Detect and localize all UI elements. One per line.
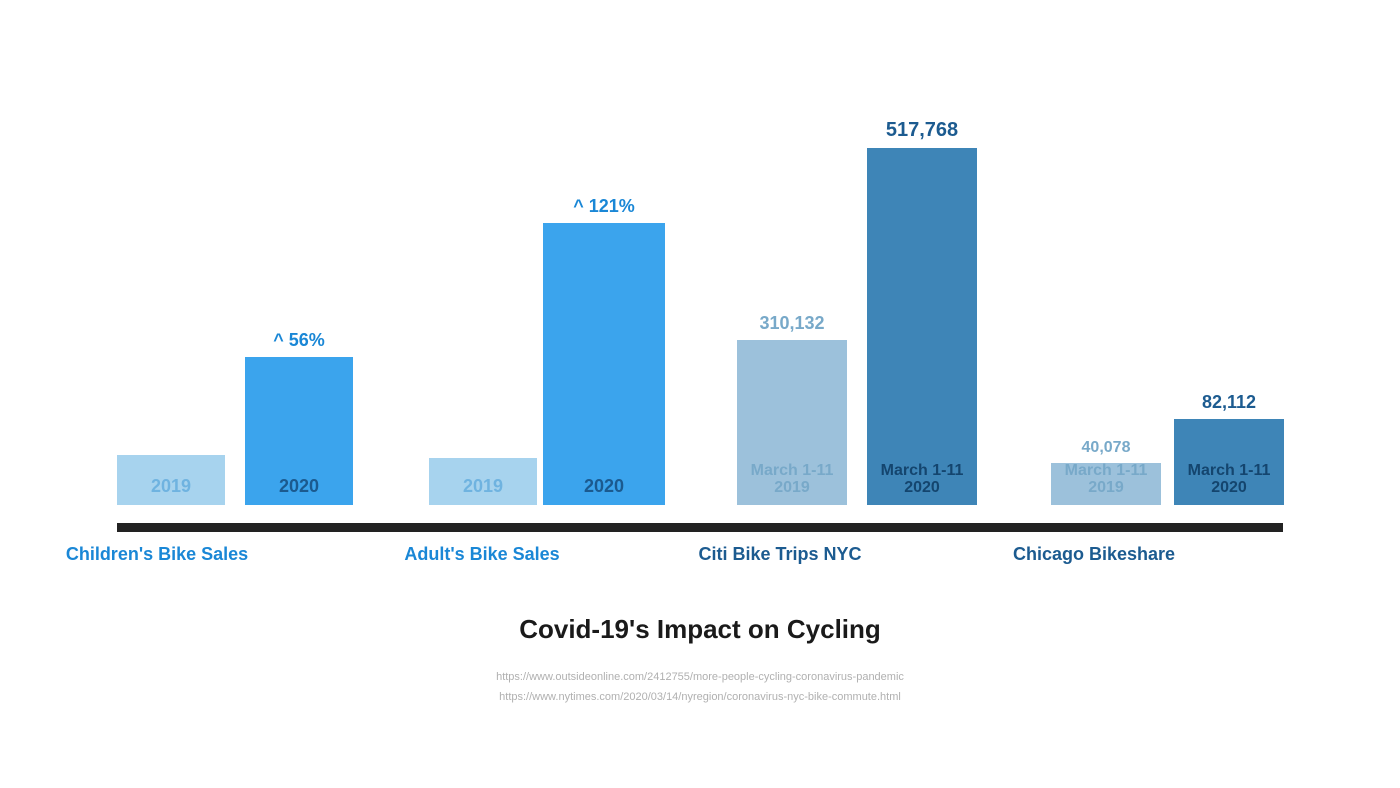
- bar-year-label: 2020: [543, 477, 665, 497]
- category-label: Chicago Bikeshare: [1013, 544, 1175, 565]
- bar-value-label: 82,112: [1202, 392, 1256, 413]
- chart-area: 2019^ 56%20202019^ 121%2020310,132March …: [117, 100, 1283, 520]
- bar: 310,132March 1-112019: [737, 340, 847, 505]
- source-links: https://www.outsideonline.com/2412755/mo…: [0, 668, 1400, 708]
- source-link: https://www.outsideonline.com/2412755/mo…: [0, 668, 1400, 688]
- bar-value-label: ^ 56%: [273, 330, 325, 351]
- bar-year-label: March 1-112020: [1174, 462, 1284, 497]
- bar: 40,078March 1-112019: [1051, 463, 1161, 505]
- category-label: Citi Bike Trips NYC: [698, 544, 861, 565]
- bar: 2019: [429, 458, 537, 505]
- bar-year-label: March 1-112019: [737, 462, 847, 497]
- bar-value-label: 40,078: [1082, 439, 1131, 457]
- category-label: Adult's Bike Sales: [404, 544, 559, 565]
- bar-year-label: March 1-112019: [1051, 462, 1161, 497]
- bar-value-label: ^ 121%: [573, 196, 635, 217]
- bar-value-label: 310,132: [759, 313, 824, 334]
- bar: ^ 121%2020: [543, 223, 665, 505]
- bar-year-label: 2019: [429, 477, 537, 497]
- bar-year-label: March 1-112020: [867, 462, 977, 497]
- bar-year-label: 2020: [245, 477, 353, 497]
- chart-title: Covid-19's Impact on Cycling: [0, 614, 1400, 645]
- bar-year-label: 2019: [117, 477, 225, 497]
- category-label: Children's Bike Sales: [66, 544, 248, 565]
- bar: 82,112March 1-112020: [1174, 419, 1284, 505]
- bar: ^ 56%2020: [245, 357, 353, 505]
- category-labels: Children's Bike SalesAdult's Bike SalesC…: [117, 540, 1283, 570]
- chart-baseline: [117, 523, 1283, 532]
- bar-value-label: 517,768: [886, 119, 958, 142]
- bar: 517,768March 1-112020: [867, 148, 977, 505]
- source-link: https://www.nytimes.com/2020/03/14/nyreg…: [0, 688, 1400, 708]
- bar: 2019: [117, 455, 225, 505]
